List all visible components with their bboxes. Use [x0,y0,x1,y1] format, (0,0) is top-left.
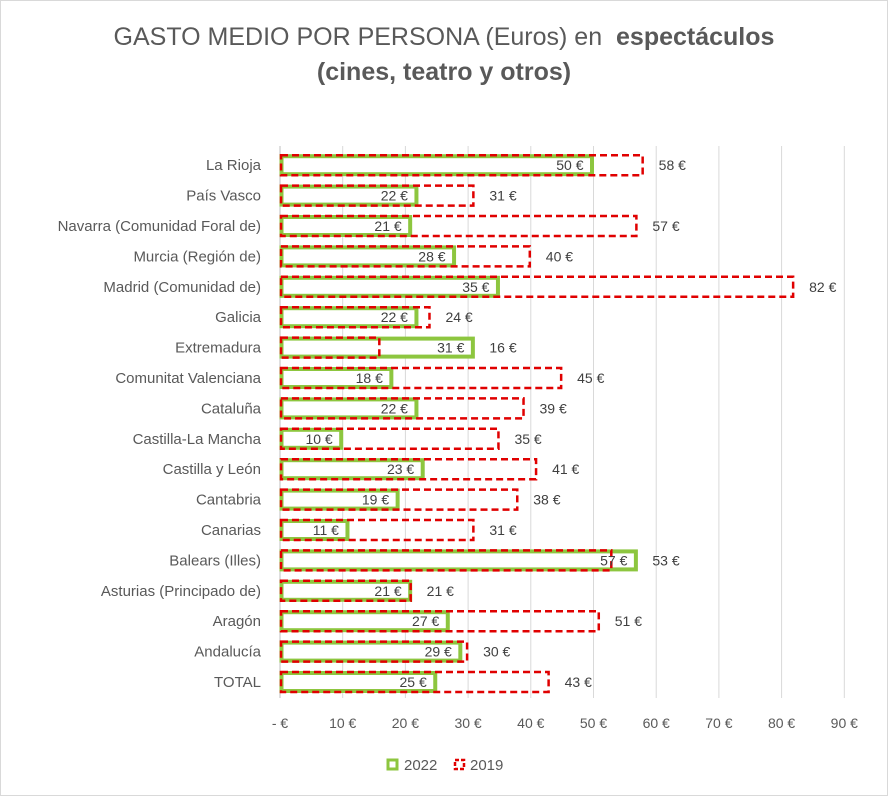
x-tick-label: 80 € [768,715,795,731]
bar-2019 [279,184,475,207]
data-label-2022: 11 € [313,522,339,538]
bar-2019 [279,153,644,177]
category-label: Castilla y León [163,461,261,478]
category-label: Aragón [213,613,261,630]
bar-2019 [279,609,601,633]
chart-title-line2: (cines, teatro y otros) [316,58,572,86]
category-label: Balears (Illes) [169,552,261,569]
bar-2019 [279,670,550,694]
data-label-2019: 21 € [427,583,454,599]
title-bold: espectáculos [616,23,775,51]
data-label-2022: 50 € [556,157,583,173]
data-label-2022: 19 € [362,492,389,508]
data-label-2022: 25 € [400,674,427,690]
bar-2019 [279,305,431,329]
bar-2019 [279,549,613,572]
data-label-2019: 53 € [652,552,679,568]
x-tick-label: 90 € [831,715,858,731]
category-label: Castilla-La Mancha [133,431,262,448]
category-label: Madrid (Comunidad de) [103,279,261,296]
chart-title: GASTO MEDIO POR PERSONA (Euros) en espec… [0,20,888,90]
bar-2019 [279,336,381,359]
data-label-2019: 41 € [552,461,579,477]
data-label-2019: 57 € [652,218,679,234]
bar-2019 [279,275,795,299]
bar-2019 [279,518,475,542]
x-tick-label: 40 € [517,715,544,731]
data-label-2019: 31 € [489,188,516,204]
x-tick-label: 70 € [705,715,732,731]
data-label-2022: 31 € [437,340,464,356]
bar-2019 [279,366,563,390]
data-label-2022: 29 € [425,644,452,660]
data-label-2022: 57 € [600,552,627,568]
data-label-2019: 58 € [659,157,686,173]
data-label-2022: 10 € [305,431,332,447]
category-label: Asturias (Principado de) [101,583,261,600]
data-label-2019: 38 € [533,492,560,508]
x-tick-label: - € [272,715,289,731]
category-label: Andalucía [194,644,261,661]
bar-2019 [279,488,519,511]
data-label-2022: 35 € [462,279,489,295]
category-label: Comunitat Valenciana [115,370,261,387]
data-label-2022: 23 € [387,461,414,477]
chart-title-line1: GASTO MEDIO POR PERSONA (Euros) en espec… [0,20,888,55]
legend-swatch-2019 [453,758,466,771]
bar-2022 [279,549,638,572]
bar-2019 [279,579,412,603]
x-tick-label: 20 € [392,715,419,731]
data-label-2019: 16 € [489,340,516,356]
data-label-2019: 45 € [577,370,604,386]
title-regular: GASTO MEDIO POR PERSONA (Euros) en [113,23,603,51]
data-label-2019: 82 € [809,279,836,295]
x-tick-label: 30 € [454,715,481,731]
data-label-2019: 51 € [615,613,642,629]
data-label-2022: 18 € [356,370,383,386]
x-tick-label: 50 € [580,715,607,731]
data-label-2019: 31 € [489,522,516,538]
bar-2019 [279,214,638,238]
data-label-2019: 43 € [565,674,592,690]
category-label: Navarra (Comunidad Foral de) [58,218,261,235]
category-label: Cataluña [201,400,262,417]
data-label-2019: 24 € [445,309,472,325]
category-label: Extremadura [175,340,262,357]
bar-2019 [279,640,469,663]
category-label: Canarias [201,522,261,539]
x-tick-label: 10 € [329,715,356,731]
category-label: Cantabria [196,492,262,509]
bar-2019 [279,245,532,268]
data-label-2022: 22 € [381,400,408,416]
data-label-2019: 39 € [540,400,567,416]
bar-2019 [279,397,525,420]
legend-swatch-2022 [386,758,399,771]
data-label-2022: 22 € [381,188,408,204]
category-label: TOTAL [214,674,261,691]
data-label-2022: 22 € [381,309,408,325]
data-label-2019: 35 € [514,431,541,447]
data-label-2022: 21 € [374,583,401,599]
bar-2019 [279,427,500,451]
data-label-2022: 21 € [374,218,401,234]
x-tick-label: 60 € [643,715,670,731]
data-label-2019: 40 € [546,248,573,264]
legend-label-2019: 2019 [470,757,503,774]
legend-label-2022: 2022 [404,757,437,774]
data-label-2022: 27 € [412,613,439,629]
bar-2022 [279,154,594,177]
category-label: Galicia [215,309,262,326]
data-label-2022: 28 € [418,248,445,264]
bar-2019 [279,457,538,481]
category-label: País Vasco [186,188,261,205]
category-label: La Rioja [206,157,262,174]
category-label: Murcia (Región de) [133,248,261,265]
data-label-2019: 30 € [483,644,510,660]
